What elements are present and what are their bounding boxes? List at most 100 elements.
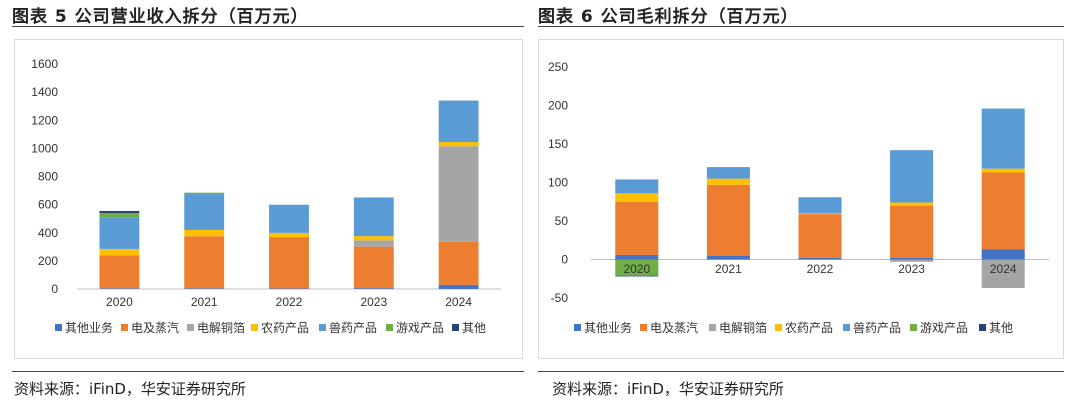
bar-segment xyxy=(438,142,479,147)
y-tick-label: 150 xyxy=(548,137,568,151)
legend-label: 电解铜箔 xyxy=(719,320,767,335)
bar-segment xyxy=(615,179,659,194)
legend-label: 电及蒸汽 xyxy=(650,320,698,335)
gross-profit-breakdown-chart: -50 0 50 100 150 200 250 2020 2021 2022 2023 2024 其他… xyxy=(548,60,1049,335)
bar-segment xyxy=(99,288,140,289)
bar-segment xyxy=(269,204,309,233)
legend-label: 兽药产品 xyxy=(329,321,377,335)
legend-item: 游戏产品 xyxy=(910,321,968,335)
bar-segment xyxy=(184,229,225,237)
bar-segment xyxy=(890,202,934,206)
right-bottom-rule xyxy=(538,371,1064,372)
bar-segment xyxy=(706,255,750,260)
legend-swatch xyxy=(709,324,716,331)
legend-label: 其他 xyxy=(462,321,486,335)
x-tick-label: 2022 xyxy=(807,262,834,276)
legend-item: 其他 xyxy=(452,321,486,335)
bar-segment xyxy=(981,168,1025,173)
bar-segment xyxy=(890,150,934,203)
x-tick-label: 2020 xyxy=(106,295,133,309)
legend-item: 农药产品 xyxy=(251,321,309,335)
bar-segment xyxy=(798,197,842,198)
bar-segment xyxy=(706,178,750,185)
x-tick-label: 2024 xyxy=(445,295,472,309)
legend-item: 电及蒸汽 xyxy=(640,320,698,335)
legend-label: 其他 xyxy=(989,321,1013,335)
bar-segment xyxy=(798,257,842,260)
legend-label: 其他业务 xyxy=(584,320,632,335)
bar-segment xyxy=(615,275,659,277)
legend-label: 电解铜箔 xyxy=(197,320,245,335)
legend-item: 电解铜箔 xyxy=(709,320,767,335)
right-title-rule xyxy=(538,26,1064,27)
bar-segment xyxy=(981,259,1025,288)
legend-swatch xyxy=(187,324,194,331)
legend-label: 兽药产品 xyxy=(853,321,901,335)
bar-segment xyxy=(99,248,140,256)
y-tick-label: 200 xyxy=(548,99,568,113)
bar-segment xyxy=(99,210,140,214)
right-source-note: 资料来源：iFinD，华安证券研究所 xyxy=(552,380,784,398)
legend-swatch xyxy=(574,324,581,331)
legend-swatch xyxy=(979,324,986,331)
revenue-breakdown-chart: 0 200 400 600 800 1000 1200 1400 1600 2020 2021 202… xyxy=(31,57,501,335)
bar-segment xyxy=(269,237,309,289)
legend-item: 兽药产品 xyxy=(843,321,901,335)
bar-segment xyxy=(890,205,934,258)
legend-item: 电解铜箔 xyxy=(187,320,245,335)
bar-segment xyxy=(615,254,659,260)
bar-segment xyxy=(798,214,842,258)
x-tick-label: 2021 xyxy=(715,262,742,276)
legend-swatch xyxy=(319,324,326,331)
bar-segment xyxy=(981,108,1025,169)
legend-item: 其他 xyxy=(979,321,1013,335)
bar-segment xyxy=(890,259,934,262)
bar-segment xyxy=(184,194,225,230)
bar-segment xyxy=(438,284,479,289)
bar-segment xyxy=(269,288,309,289)
bar-segment xyxy=(353,288,394,289)
legend-item: 兽药产品 xyxy=(319,321,377,335)
bar-segment xyxy=(353,236,394,241)
y-tick-label: 0 xyxy=(561,253,568,267)
x-tick-label: 2021 xyxy=(191,295,218,309)
bar-segment xyxy=(184,236,225,289)
legend-label: 其他业务 xyxy=(65,320,113,335)
bar-segment xyxy=(438,241,479,285)
legend-swatch xyxy=(640,324,647,331)
bar-segment xyxy=(438,100,479,143)
bar-segment xyxy=(353,197,394,237)
right-chart-frame: -50 0 50 100 150 200 250 2020 2021 2022 2023 2024 其他… xyxy=(538,39,1064,359)
legend-item: 电及蒸汽 xyxy=(121,320,179,335)
legend-swatch xyxy=(251,324,258,331)
legend-swatch xyxy=(386,324,393,331)
left-title-rule xyxy=(12,26,524,27)
left-chart-frame: 0 200 400 600 800 1000 1200 1400 1600 2020 2021 202… xyxy=(14,39,523,359)
y-tick-label: 800 xyxy=(38,170,58,184)
y-tick-label: -50 xyxy=(551,291,569,305)
legend-item: 农药产品 xyxy=(775,321,833,335)
y-tick-label: 50 xyxy=(555,214,569,228)
bar-segment xyxy=(798,197,842,214)
x-tick-label: 2024 xyxy=(990,262,1017,276)
right-chart-title: 图表 6 公司毛利拆分（百万元） xyxy=(538,7,799,27)
bar-segment xyxy=(706,167,750,179)
y-tick-label: 1200 xyxy=(31,113,58,127)
bar-segment xyxy=(353,240,394,247)
left-source-note: 资料来源：iFinD，华安证券研究所 xyxy=(14,380,246,398)
x-tick-label: 2020 xyxy=(623,262,650,276)
x-tick-label: 2023 xyxy=(898,262,925,276)
bar-segment xyxy=(615,259,659,276)
legend-label: 电及蒸汽 xyxy=(131,320,179,335)
bar-segment xyxy=(269,232,309,238)
bar-segment xyxy=(184,192,225,195)
legend-item: 其他业务 xyxy=(574,320,632,335)
legend-swatch xyxy=(55,324,62,331)
legend-label: 农药产品 xyxy=(785,321,833,335)
x-tick-label: 2022 xyxy=(276,295,303,309)
y-tick-label: 1600 xyxy=(31,57,58,71)
y-tick-label: 100 xyxy=(548,176,568,190)
bar-segment xyxy=(890,257,934,260)
bar-segment xyxy=(99,217,140,249)
bar-segment xyxy=(99,255,140,289)
